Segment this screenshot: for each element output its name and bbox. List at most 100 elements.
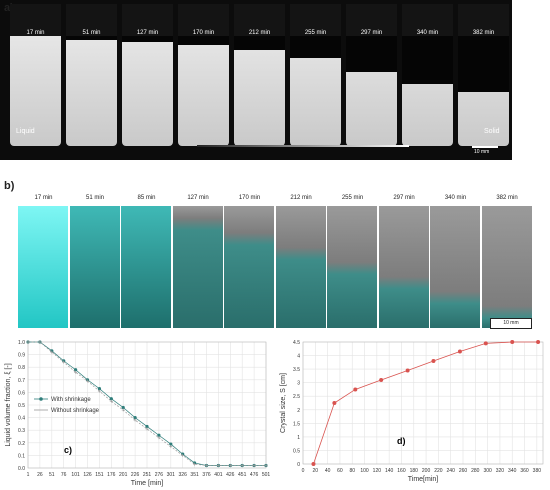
x-tick-label: 220 — [434, 468, 443, 474]
sim-column — [327, 206, 377, 328]
data-point — [311, 462, 316, 466]
y-tick-label: 3 — [297, 381, 300, 387]
legend-label: With shrinkage — [51, 397, 91, 403]
vial-void — [66, 36, 117, 40]
vial-time-label: 382 min — [472, 30, 495, 36]
vial-image: 170 min — [178, 4, 229, 146]
x-tick-label: 51 — [49, 472, 55, 478]
vial-content — [122, 36, 173, 146]
panel-a-tomography: 17 min 51 min 127 min 170 min 212 min 255 min… — [0, 0, 512, 160]
y-tick-label: 0.3 — [18, 428, 25, 434]
x-tick-label: 326 — [179, 472, 188, 478]
x-tick-label: 0 — [302, 468, 305, 474]
y-tick-label: 0.9 — [18, 353, 25, 359]
x-tick-label: 76 — [61, 472, 67, 478]
vial-headspace — [122, 4, 173, 36]
sim-time-label: 85 min — [137, 195, 156, 201]
vial-void — [290, 36, 341, 58]
data-point — [431, 358, 436, 363]
panel-a-label: a) — [4, 2, 14, 14]
vial-content — [66, 36, 117, 146]
vial-image: 127 min — [122, 4, 173, 146]
data-point — [510, 340, 515, 344]
y-axis-label: Liquid volume fraction, ξ [-] — [5, 363, 12, 446]
vial-headspace — [234, 4, 285, 36]
x-tick-label: 300 — [483, 468, 492, 474]
x-tick-label: 160 — [397, 468, 406, 474]
y-axis-label: Crystal size, S [cm] — [280, 373, 287, 433]
sim-column — [378, 206, 429, 328]
x-tick-label: 401 — [214, 472, 223, 478]
vial-time-label: 127 min — [136, 30, 159, 36]
vial-headspace — [346, 4, 397, 36]
vial-headspace — [178, 4, 229, 36]
panel-d-label: d) — [397, 436, 406, 446]
sim-time-label: 212 min — [290, 195, 312, 201]
x-tick-label: 180 — [410, 468, 419, 474]
x-tick-label: 340 — [508, 468, 517, 474]
vial-void — [346, 36, 397, 72]
sim-time-label: 382 min — [496, 195, 518, 201]
x-tick-label: 240 — [447, 468, 456, 474]
legend-label: Without shrinkage — [51, 408, 100, 414]
chart-d: 0 0.5 1 1.5 2 2.5 3 3.5 4 4.5 0 20 40 60 80 100 120 140 16… — [280, 340, 544, 483]
sim-time-label: 127 min — [187, 195, 209, 201]
y-tick-label: 4.5 — [293, 340, 300, 346]
x-tick-label: 101 — [71, 472, 80, 478]
x-tick-label: 226 — [131, 472, 140, 478]
x-tick-label: 251 — [143, 472, 152, 478]
x-tick-label: 126 — [83, 472, 92, 478]
y-tick-label: 2 — [297, 408, 300, 414]
scale-bar-a — [472, 146, 498, 148]
data-point — [109, 397, 113, 401]
vial-void — [458, 36, 509, 92]
series-line — [313, 341, 539, 465]
data-point — [536, 340, 541, 344]
data-point — [145, 424, 149, 429]
vial-headspace — [458, 4, 509, 36]
x-tick-label: 260 — [459, 468, 468, 474]
sim-column — [18, 206, 68, 328]
y-tick-label: 0.2 — [18, 441, 25, 447]
data-point — [97, 387, 101, 391]
sim-column — [172, 206, 223, 328]
data-point — [483, 341, 488, 346]
sim-column — [69, 206, 120, 328]
liquid-label: Liquid — [16, 128, 35, 135]
vial-image: 340 min — [402, 4, 453, 146]
vial-time-label: 170 min — [192, 30, 215, 36]
grayscale-bar — [197, 145, 409, 147]
vial-headspace — [10, 4, 61, 36]
vial-time-label: 17 min — [26, 30, 45, 36]
x-tick-label: 80 — [349, 468, 355, 474]
y-tick-label: 0.6 — [18, 390, 25, 396]
vial-image: 382 min — [458, 4, 509, 146]
x-tick-label: 176 — [107, 472, 116, 478]
x-tick-label: 380 — [533, 468, 542, 474]
x-tick-label: 426 — [226, 472, 235, 478]
vial-image: 51 min — [66, 4, 117, 146]
x-tick-label: 360 — [520, 468, 529, 474]
x-axis-label: Time [min] — [131, 480, 163, 487]
data-point — [332, 401, 337, 405]
vial-time-label: 255 min — [304, 30, 327, 36]
legend-marker — [39, 397, 43, 401]
x-tick-label: 201 — [119, 472, 128, 478]
x-tick-label: 320 — [496, 468, 505, 474]
x-tick-label: 60 — [337, 468, 343, 474]
sim-column — [430, 206, 480, 328]
x-tick-label: 20 — [313, 468, 319, 474]
y-tick-label: 1.0 — [18, 340, 25, 346]
vial-void — [178, 36, 229, 45]
x-tick-label: 26 — [37, 472, 43, 478]
data-point — [133, 416, 137, 420]
vial-content — [178, 36, 229, 146]
vial-time-label: 297 min — [360, 30, 383, 36]
x-tick-label: 451 — [238, 472, 247, 478]
y-tick-label: 0.7 — [18, 378, 25, 384]
vial-time-label: 51 min — [82, 30, 101, 36]
data-point — [157, 433, 161, 437]
x-tick-label: 140 — [385, 468, 394, 474]
vial-void — [234, 36, 285, 50]
sim-column — [224, 206, 274, 328]
